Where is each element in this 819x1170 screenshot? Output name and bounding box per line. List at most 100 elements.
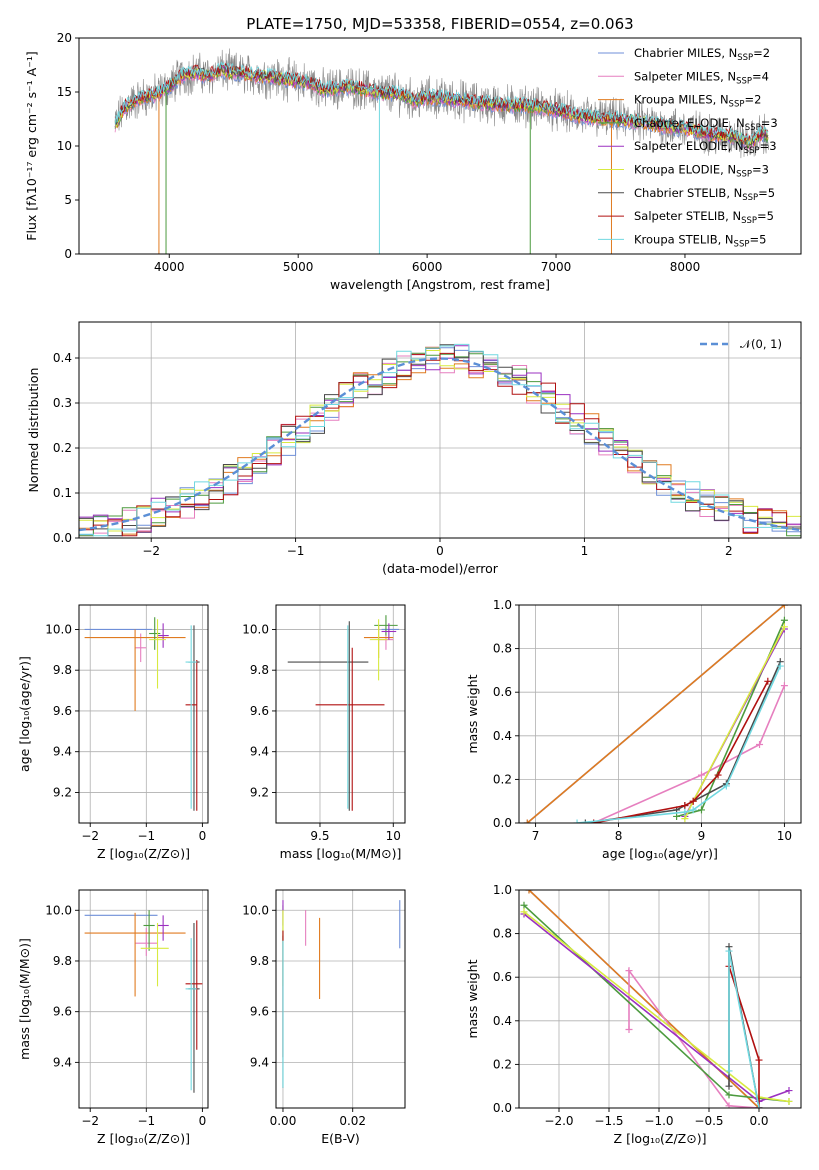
series-point-marker <box>780 682 788 690</box>
series-point-marker <box>625 1026 633 1034</box>
plot-area <box>282 900 401 1088</box>
x-axis-label: age [log₁₀(age/yr)] <box>602 846 718 861</box>
x-tick-label: −2.0 <box>544 1114 573 1128</box>
series-point-marker <box>725 1102 733 1108</box>
model-spectrum-line <box>114 61 769 146</box>
series-point-marker <box>785 1097 793 1105</box>
y-tick-label: 5 <box>64 193 72 207</box>
x-tick-label: −0.5 <box>694 1114 723 1128</box>
series-point-marker <box>573 819 581 823</box>
axes-frame <box>518 889 802 1109</box>
series-point-marker <box>523 819 531 823</box>
x-tick-label: 9 <box>698 829 706 843</box>
y-tick-label: 0.6 <box>493 685 512 699</box>
y-tick-label: 9.8 <box>53 663 72 677</box>
axes-frame <box>78 889 209 1109</box>
y-axis-label: age [log₁₀(age/yr)] <box>17 656 32 772</box>
legend-label: Salpeter MILES, NSSP=4 <box>634 69 769 86</box>
plot-area <box>84 910 203 1093</box>
series-point-marker <box>725 947 733 955</box>
series-point-marker <box>725 1082 733 1090</box>
x-axis-label: mass [log₁₀(M/M⊙)] <box>280 846 402 861</box>
x-tick-label: 10 <box>777 829 792 843</box>
series-point-marker <box>725 1067 733 1075</box>
axes: −2 −1 0 1 2 0.0 0.1 0.2 0.3 0.4 (data-model)/error… <box>26 321 802 576</box>
y-tick-label: 0.2 <box>53 441 72 455</box>
series-point-marker <box>525 890 533 894</box>
y-tick-label: 0.4 <box>53 351 72 365</box>
y-axis-label: Flux [fλ10⁻¹⁷ erg cm⁻² s⁻¹ A⁻¹] <box>24 51 39 240</box>
legend-value: =3 <box>761 116 778 130</box>
x-tick-label: −1 <box>287 544 305 558</box>
legend-name: Chabrier ELODIE, N <box>634 116 745 130</box>
plot-area <box>520 890 793 1108</box>
series-point-marker <box>581 819 589 823</box>
x-tick-label: 0 <box>436 544 444 558</box>
series-point-marker <box>756 741 764 749</box>
legend-name: Kroupa ELODIE, N <box>634 163 736 177</box>
legend-label: Kroupa STELIB, NSSP=5 <box>634 232 766 249</box>
y-tick-label: 9.4 <box>53 745 72 759</box>
x-axis-label: Z [log₁₀(Z/Z⊙)] <box>97 846 190 861</box>
x-tick-label: 0.02 <box>339 1114 366 1128</box>
plot-area <box>79 343 801 537</box>
y-tick-label: 9.6 <box>53 704 72 718</box>
series-point-marker <box>681 802 689 810</box>
series-point-marker <box>673 812 681 820</box>
mass-weight-series-line <box>593 685 786 823</box>
y-tick-label: 20 <box>57 31 72 45</box>
legend-sub: SSP <box>736 170 752 180</box>
x-tick-label: −1 <box>137 1114 155 1128</box>
y-tick-label: 9.4 <box>250 745 269 759</box>
axes: 7 8 9 10 0.0 0.2 0.4 0.6 0.8 1.0 age [log₁₀(age/yr… <box>465 598 802 861</box>
y-tick-label: 9.4 <box>250 1055 269 1069</box>
y-tick-label: 9.8 <box>250 663 269 677</box>
y-axis-label: mass weight <box>465 674 480 753</box>
series-point-marker <box>780 616 788 624</box>
legend-value: =4 <box>752 69 769 83</box>
mass-weight-series-line <box>526 605 785 823</box>
series-point-marker <box>780 623 788 631</box>
mass-weight-series-line <box>628 968 760 1108</box>
y-tick-label: 0.1 <box>53 486 72 500</box>
x-tick-label: 0.00 <box>270 1114 297 1128</box>
x-axis-label: (data-model)/error <box>382 561 499 576</box>
series-point-marker <box>697 771 705 779</box>
x-tick-label: 5000 <box>283 260 314 274</box>
legend-name: Kroupa STELIB, N <box>634 232 734 246</box>
axes-frame <box>518 604 802 824</box>
series-point-marker <box>755 1104 763 1108</box>
legend-value: =3 <box>760 139 777 153</box>
residuals-panel: −2 −1 0 1 2 0.0 0.1 0.2 0.3 0.4 (data-model)/error… <box>26 321 802 576</box>
x-tick-label: 8 <box>615 829 623 843</box>
series-point-marker <box>785 1087 793 1095</box>
y-tick-label: 9.8 <box>250 954 269 968</box>
y-tick-label: 15 <box>57 85 72 99</box>
legend-name: Kroupa MILES, N <box>634 93 729 107</box>
y-tick-label: 0.6 <box>493 970 512 984</box>
series-point-marker <box>755 1056 763 1064</box>
x-tick-label: −1 <box>137 829 155 843</box>
plot-area <box>114 48 770 254</box>
x-tick-label: −2 <box>81 829 99 843</box>
series-point-marker <box>689 797 697 805</box>
axes-frame <box>78 604 209 824</box>
plot-area <box>287 615 400 811</box>
legend-name: Chabrier MILES, N <box>634 46 737 60</box>
normal-curve-line <box>79 357 801 532</box>
mass-weight-series-line <box>528 890 760 1108</box>
x-axis-label: Z [log₁₀(Z/Z⊙)] <box>614 1131 707 1146</box>
mass-weight-series-line <box>577 665 782 823</box>
legend-value: =5 <box>749 232 766 246</box>
x-tick-label: 0.0 <box>749 1114 768 1128</box>
series-point-marker <box>681 808 689 816</box>
axes: −2 −1 0 9.4 9.6 9.8 10.0 Z [log₁₀(Z/Z⊙)] mass [l… <box>17 889 209 1146</box>
legend-value: =5 <box>757 209 774 223</box>
series-point-marker <box>714 771 722 779</box>
x-tick-label: −2 <box>81 1114 99 1128</box>
y-axis-label: Normed distribution <box>26 368 41 493</box>
y-tick-label: 10 <box>57 139 72 153</box>
x-tick-label: −1.5 <box>594 1114 623 1128</box>
legend-label: Kroupa ELODIE, NSSP=3 <box>634 163 769 180</box>
